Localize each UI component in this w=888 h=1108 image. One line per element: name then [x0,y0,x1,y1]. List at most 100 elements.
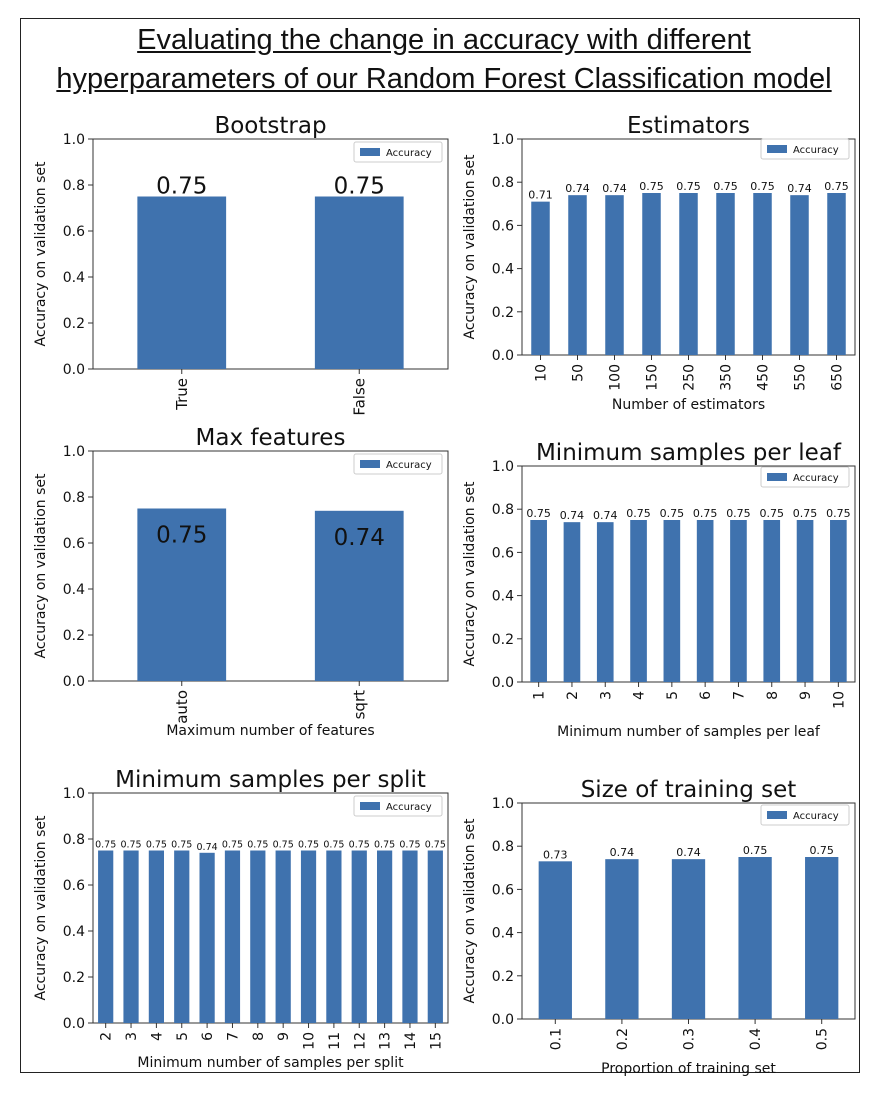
data-label: 0.73 [543,848,568,861]
y-tick-label: 0.6 [63,536,85,552]
figure-frame [20,18,860,1073]
bar [137,508,227,681]
data-label: 0.74 [593,509,618,522]
y-tick-label: 0.8 [492,839,514,855]
bar [696,520,714,682]
bar [671,859,706,1019]
y-axis-label: Accuracy on validation set [33,473,49,659]
x-tick-label: 1 [532,691,548,700]
bar [314,510,404,681]
data-label: 0.75 [273,840,294,851]
data-label: 0.75 [793,507,818,520]
y-axis-label: Accuracy on validation set [462,818,478,1004]
bar [148,850,164,1023]
y-tick-label: 0.4 [63,270,85,286]
y-tick-label: 0.2 [492,305,514,321]
bar [753,193,772,355]
data-label: 0.75 [425,840,446,851]
bar [402,850,418,1023]
legend-swatch [767,145,787,153]
x-tick-label: 10 [831,691,847,709]
y-tick-label: 0.8 [63,832,85,848]
x-tick-label: 4 [149,1032,165,1041]
legend-label: Accuracy [793,145,839,156]
data-label: 0.74 [565,182,590,195]
data-label: 0.75 [693,507,718,520]
chart-title: Max features [196,425,346,451]
y-tick-label: 0.2 [63,316,85,332]
x-tick-label: 4 [632,691,648,700]
x-tick-label: 650 [830,364,846,391]
bar [427,850,443,1023]
bar [568,195,587,355]
legend-box [760,138,850,160]
data-label: 0.75 [171,840,192,851]
bar [351,850,367,1023]
bar [605,195,624,355]
y-tick-label: 0.2 [492,632,514,648]
x-tick-label: 11 [327,1032,343,1050]
legend-swatch [360,460,380,468]
x-tick-label: 100 [608,364,624,391]
plot-frame [92,450,449,682]
y-tick-label: 0.6 [492,882,514,898]
y-tick-label: 0.8 [63,178,85,194]
x-tick-label: 10 [302,1032,318,1050]
legend-swatch [360,148,380,156]
data-label: 0.75 [399,840,420,851]
x-tick-label: 5 [175,1032,191,1041]
y-tick-label: 1.0 [63,786,85,802]
legend-label: Accuracy [386,148,432,159]
y-tick-label: 0.6 [492,218,514,234]
y-tick-label: 1.0 [63,132,85,148]
plot-frame [92,138,449,370]
data-label: 0.75 [713,180,738,193]
y-tick-label: 0.0 [492,348,514,364]
y-axis-label: Accuracy on validation set [33,161,49,347]
x-tick-label: 450 [756,364,772,391]
y-tick-label: 0.8 [63,490,85,506]
x-tick-label: True [173,378,191,411]
bar [199,852,215,1023]
data-label: 0.75 [374,840,395,851]
y-tick-label: 0.0 [492,1012,514,1028]
plot-frame [521,465,856,683]
data-label: 0.75 [323,840,344,851]
data-label: 0.75 [120,840,141,851]
data-label: 0.75 [526,507,551,520]
y-tick-label: 1.0 [63,444,85,460]
bar [796,520,814,682]
data-label: 0.75 [95,840,116,851]
bar [790,195,809,355]
x-tick-label: 350 [719,364,735,391]
chart-title: Estimators [627,113,750,139]
y-tick-label: 0.6 [63,224,85,240]
bar [314,196,404,369]
bar [830,520,847,682]
bar [763,520,781,682]
x-tick-label: 50 [571,364,587,382]
x-tick-label: auto [173,690,191,724]
x-tick-label: 12 [352,1032,368,1050]
legend-label: Accuracy [386,802,432,813]
x-tick-label: 2 [99,1032,115,1041]
bar [596,522,614,682]
x-axis-label: Minimum number of samples per leaf [557,724,821,740]
y-tick-label: 0.2 [492,969,514,985]
x-axis-label: Minimum number of samples per split [137,1055,404,1071]
data-label: 0.75 [349,840,370,851]
bar [730,520,747,682]
x-tick-label: 9 [798,691,814,700]
x-tick-label: 6 [200,1032,216,1041]
data-label: 0.75 [824,180,849,193]
y-tick-label: 0.6 [492,545,514,561]
bar [738,857,772,1019]
legend-label: Accuracy [386,460,432,471]
data-label: 0.75 [809,844,834,857]
bar [275,850,291,1023]
legend-label: Accuracy [793,473,839,484]
bar [377,850,393,1023]
y-tick-label: 0.4 [492,926,514,942]
bar [630,520,647,682]
data-label: 0.74 [197,842,218,853]
